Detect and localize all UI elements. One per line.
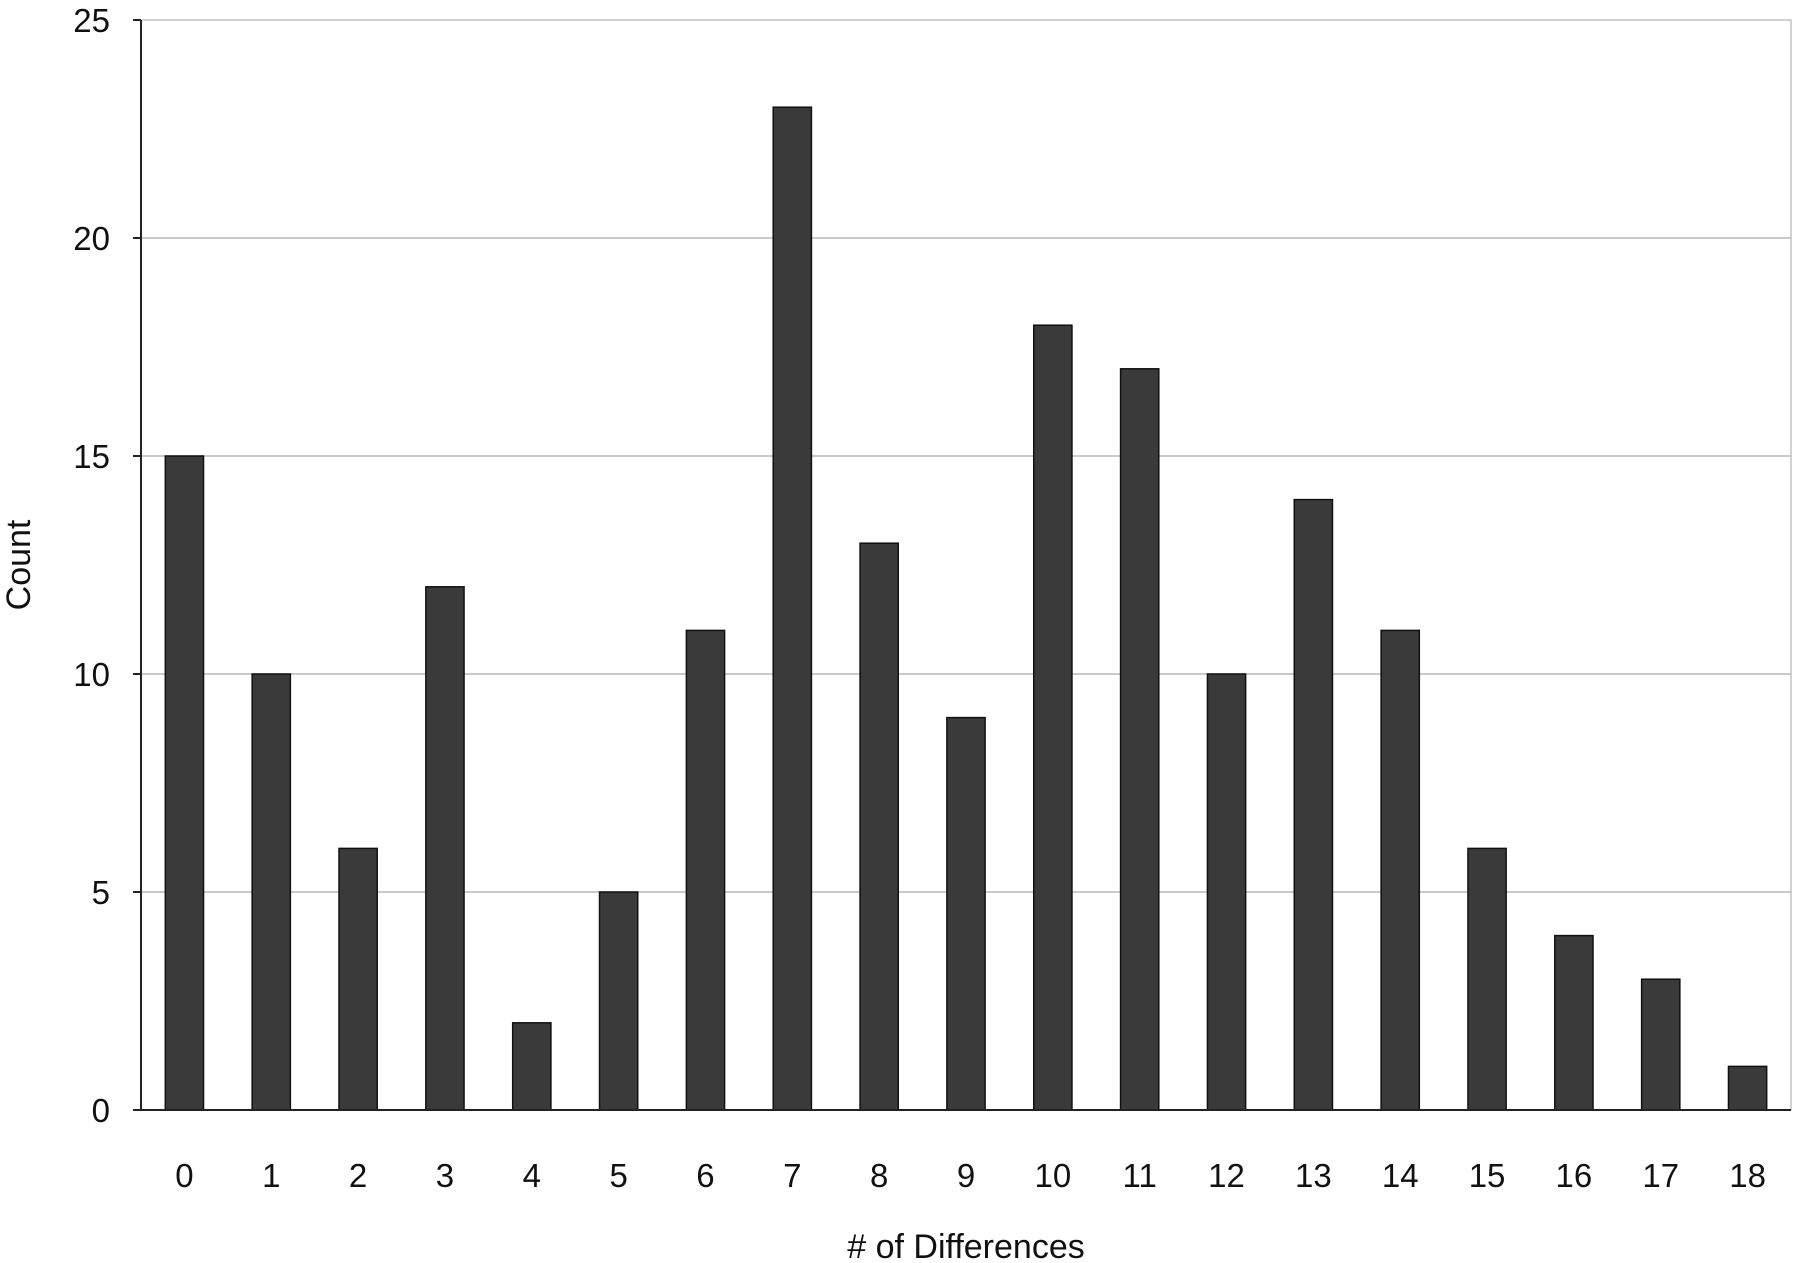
x-tick-label-11: 11 [1123,1157,1157,1194]
x-tick-label-15: 15 [1469,1157,1506,1194]
bar-5 [598,891,639,1111]
bar-11 [1119,368,1160,1111]
x-tick-label-4: 4 [523,1157,541,1194]
x-tick-label-8: 8 [870,1157,888,1194]
bar-12 [1206,673,1247,1111]
x-tick-label-6: 6 [696,1157,714,1194]
bar-2 [338,847,378,1111]
bar-0 [164,455,205,1111]
y-tick-label-20: 20 [73,220,110,257]
x-tick-label-9: 9 [957,1157,975,1194]
bar-6 [685,629,726,1111]
y-tick-label-0: 0 [92,1092,110,1129]
bar-14 [1380,629,1421,1111]
bar-17 [1640,978,1681,1111]
x-tick-label-14: 14 [1382,1157,1419,1194]
y-tick-label-5: 5 [92,874,110,911]
x-tick-labels: 0 1 2 3 4 5 6 7 8 9 10 11 12 13 14 15 16 17 18 [175,1157,1766,1194]
bar-9 [946,716,986,1111]
x-tick-label-13: 13 [1295,1157,1332,1194]
y-axis-title: Count [0,519,38,610]
bars [164,106,1768,1111]
bar-8 [859,542,900,1111]
bar-3 [425,586,465,1111]
x-tick-label-2: 2 [349,1157,367,1194]
x-tick-label-16: 16 [1556,1157,1593,1194]
bar-4 [511,1022,552,1111]
y-tick-labels: 0 5 10 15 20 25 [73,2,141,1129]
x-tick-label-10: 10 [1034,1157,1071,1194]
x-tick-label-5: 5 [609,1157,627,1194]
bar-13 [1293,498,1334,1111]
x-tick-label-18: 18 [1729,1157,1766,1194]
bar-16 [1554,934,1594,1111]
x-tick-label-1: 1 [262,1157,280,1194]
x-tick-label-12: 12 [1208,1157,1245,1194]
y-tick-label-25: 25 [73,2,110,39]
x-tick-label-17: 17 [1642,1157,1679,1194]
bar-1 [251,673,292,1111]
x-tick-label-7: 7 [783,1157,801,1194]
x-tick-label-0: 0 [175,1157,193,1194]
bar-15 [1467,847,1507,1111]
x-tick-label-3: 3 [436,1157,454,1194]
bar-18 [1727,1065,1768,1111]
x-axis-title: # of Differences [847,1228,1085,1263]
bar-10 [1032,324,1073,1111]
bar-7 [772,106,813,1111]
y-tick-label-15: 15 [73,438,110,475]
y-tick-label-10: 10 [73,656,110,693]
